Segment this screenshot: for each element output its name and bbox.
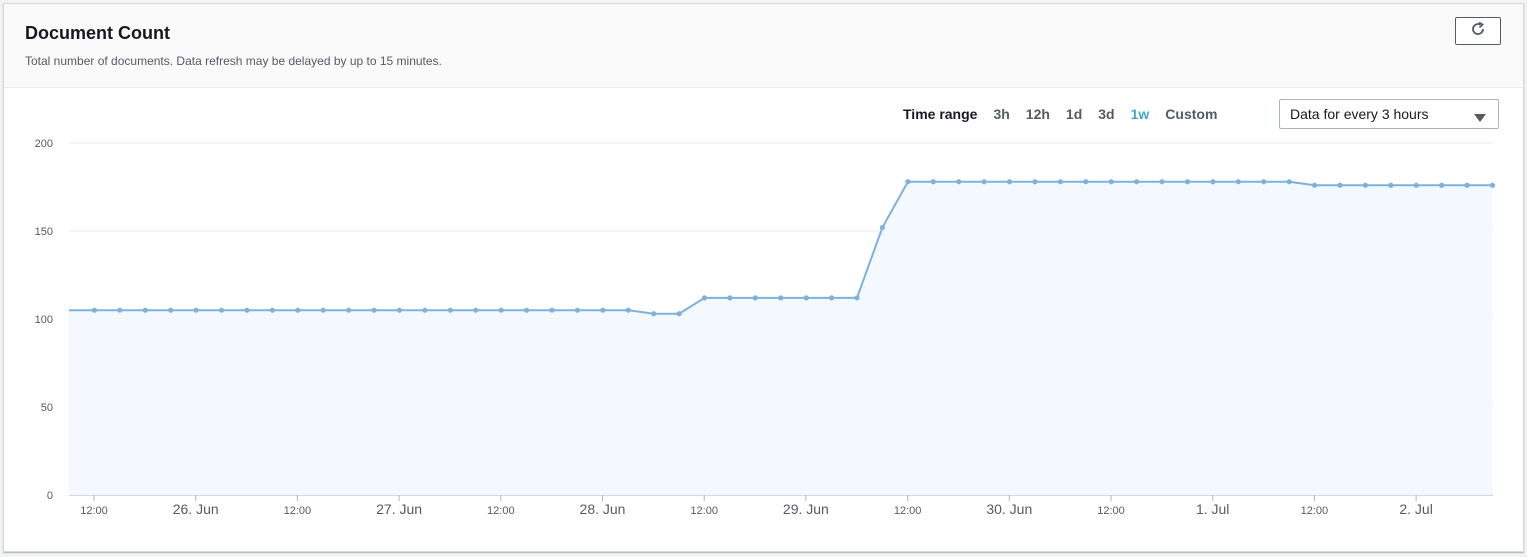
data-point — [651, 311, 657, 317]
period-select-value: Data for every 3 hours — [1290, 106, 1429, 122]
panel-subtitle: Total number of documents. Data refresh … — [25, 54, 442, 68]
data-point — [447, 307, 453, 313]
x-tick-label: 12:00 — [894, 505, 922, 517]
data-point — [346, 307, 352, 313]
data-point — [1235, 179, 1241, 185]
x-tick-label: 26. Jun — [173, 501, 219, 517]
data-point — [117, 307, 123, 313]
period-select[interactable]: Data for every 3 hours — [1279, 99, 1499, 129]
data-point — [142, 307, 148, 313]
data-point — [1210, 179, 1216, 185]
x-tick-label: 12:00 — [1097, 505, 1125, 517]
x-tick-label: 28. Jun — [580, 501, 626, 517]
data-point — [549, 307, 555, 313]
data-point — [1286, 179, 1292, 185]
data-point — [498, 307, 504, 313]
data-point — [91, 307, 98, 313]
data-point — [1108, 179, 1114, 185]
data-point — [676, 311, 682, 317]
panel-title: Document Count — [25, 23, 170, 43]
y-tick-label: 50 — [41, 402, 53, 414]
data-point — [803, 295, 809, 301]
data-point — [1057, 179, 1063, 185]
data-point — [1388, 182, 1394, 188]
y-tick-label: 200 — [35, 138, 53, 150]
x-tick-label: 2. Jul — [1399, 501, 1432, 517]
data-point — [269, 307, 275, 313]
data-point — [396, 307, 403, 313]
data-point — [295, 307, 301, 313]
data-point — [168, 307, 174, 313]
x-tick-label: 12:00 — [690, 505, 718, 517]
data-point — [625, 307, 631, 313]
data-point — [1159, 179, 1165, 185]
data-point — [1032, 179, 1038, 185]
data-point — [473, 307, 479, 313]
data-point — [422, 307, 428, 313]
time-range-custom[interactable]: Custom — [1165, 106, 1218, 122]
data-point — [600, 307, 606, 313]
series-area — [69, 181, 1493, 495]
data-point — [727, 295, 733, 301]
data-point — [320, 307, 326, 313]
data-point — [879, 224, 886, 231]
x-tick-label: 29. Jun — [783, 501, 829, 517]
data-point — [956, 179, 962, 185]
data-point — [1261, 179, 1267, 185]
data-point — [1489, 182, 1496, 188]
data-point — [218, 307, 225, 313]
x-tick-label: 12:00 — [284, 505, 312, 517]
data-point — [244, 307, 250, 313]
data-point — [574, 307, 581, 313]
data-point — [829, 295, 835, 301]
y-tick-label: 100 — [35, 314, 53, 326]
data-point — [1337, 182, 1343, 188]
refresh-button[interactable] — [1455, 17, 1501, 45]
x-tick-label: 30. Jun — [986, 501, 1032, 517]
time-range-12h[interactable]: 12h — [1025, 106, 1050, 122]
data-point — [1439, 182, 1445, 188]
time-range-selector: Time range 3h 12h 1d 3d 1w Custom — [903, 103, 1233, 125]
data-point — [854, 295, 860, 301]
data-point — [1083, 179, 1089, 185]
data-point — [905, 179, 911, 185]
time-range-1d[interactable]: 1d — [1065, 106, 1083, 122]
refresh-icon — [1470, 21, 1486, 42]
x-tick-label: 12:00 — [487, 505, 515, 517]
x-tick-label: 12:00 — [1301, 505, 1329, 517]
data-point — [1184, 179, 1191, 185]
time-range-3d[interactable]: 3d — [1098, 106, 1115, 122]
data-point — [523, 307, 530, 313]
data-point — [752, 295, 758, 301]
time-range-1w[interactable]: 1w — [1130, 106, 1150, 122]
data-point — [1311, 182, 1318, 188]
data-point — [1464, 182, 1470, 188]
panel-header: Document Count Total number of documents… — [4, 4, 1523, 88]
x-tick-label: 1. Jul — [1196, 501, 1229, 517]
data-point — [193, 307, 199, 313]
data-point — [371, 307, 377, 313]
time-range-label: Time range — [903, 106, 978, 122]
data-point — [778, 295, 784, 301]
time-range-3h[interactable]: 3h — [993, 106, 1010, 122]
x-tick-label: 12:00 — [80, 505, 108, 517]
data-point — [1006, 179, 1013, 185]
data-point — [981, 179, 987, 185]
x-tick-label: 27. Jun — [376, 501, 422, 517]
y-tick-label: 0 — [47, 490, 53, 502]
data-point — [1362, 182, 1369, 188]
data-point — [701, 295, 708, 301]
data-point — [1134, 179, 1140, 185]
y-tick-label: 150 — [35, 226, 53, 238]
caret-down-icon — [1474, 110, 1486, 126]
data-point — [1413, 182, 1419, 188]
data-point — [930, 179, 936, 185]
